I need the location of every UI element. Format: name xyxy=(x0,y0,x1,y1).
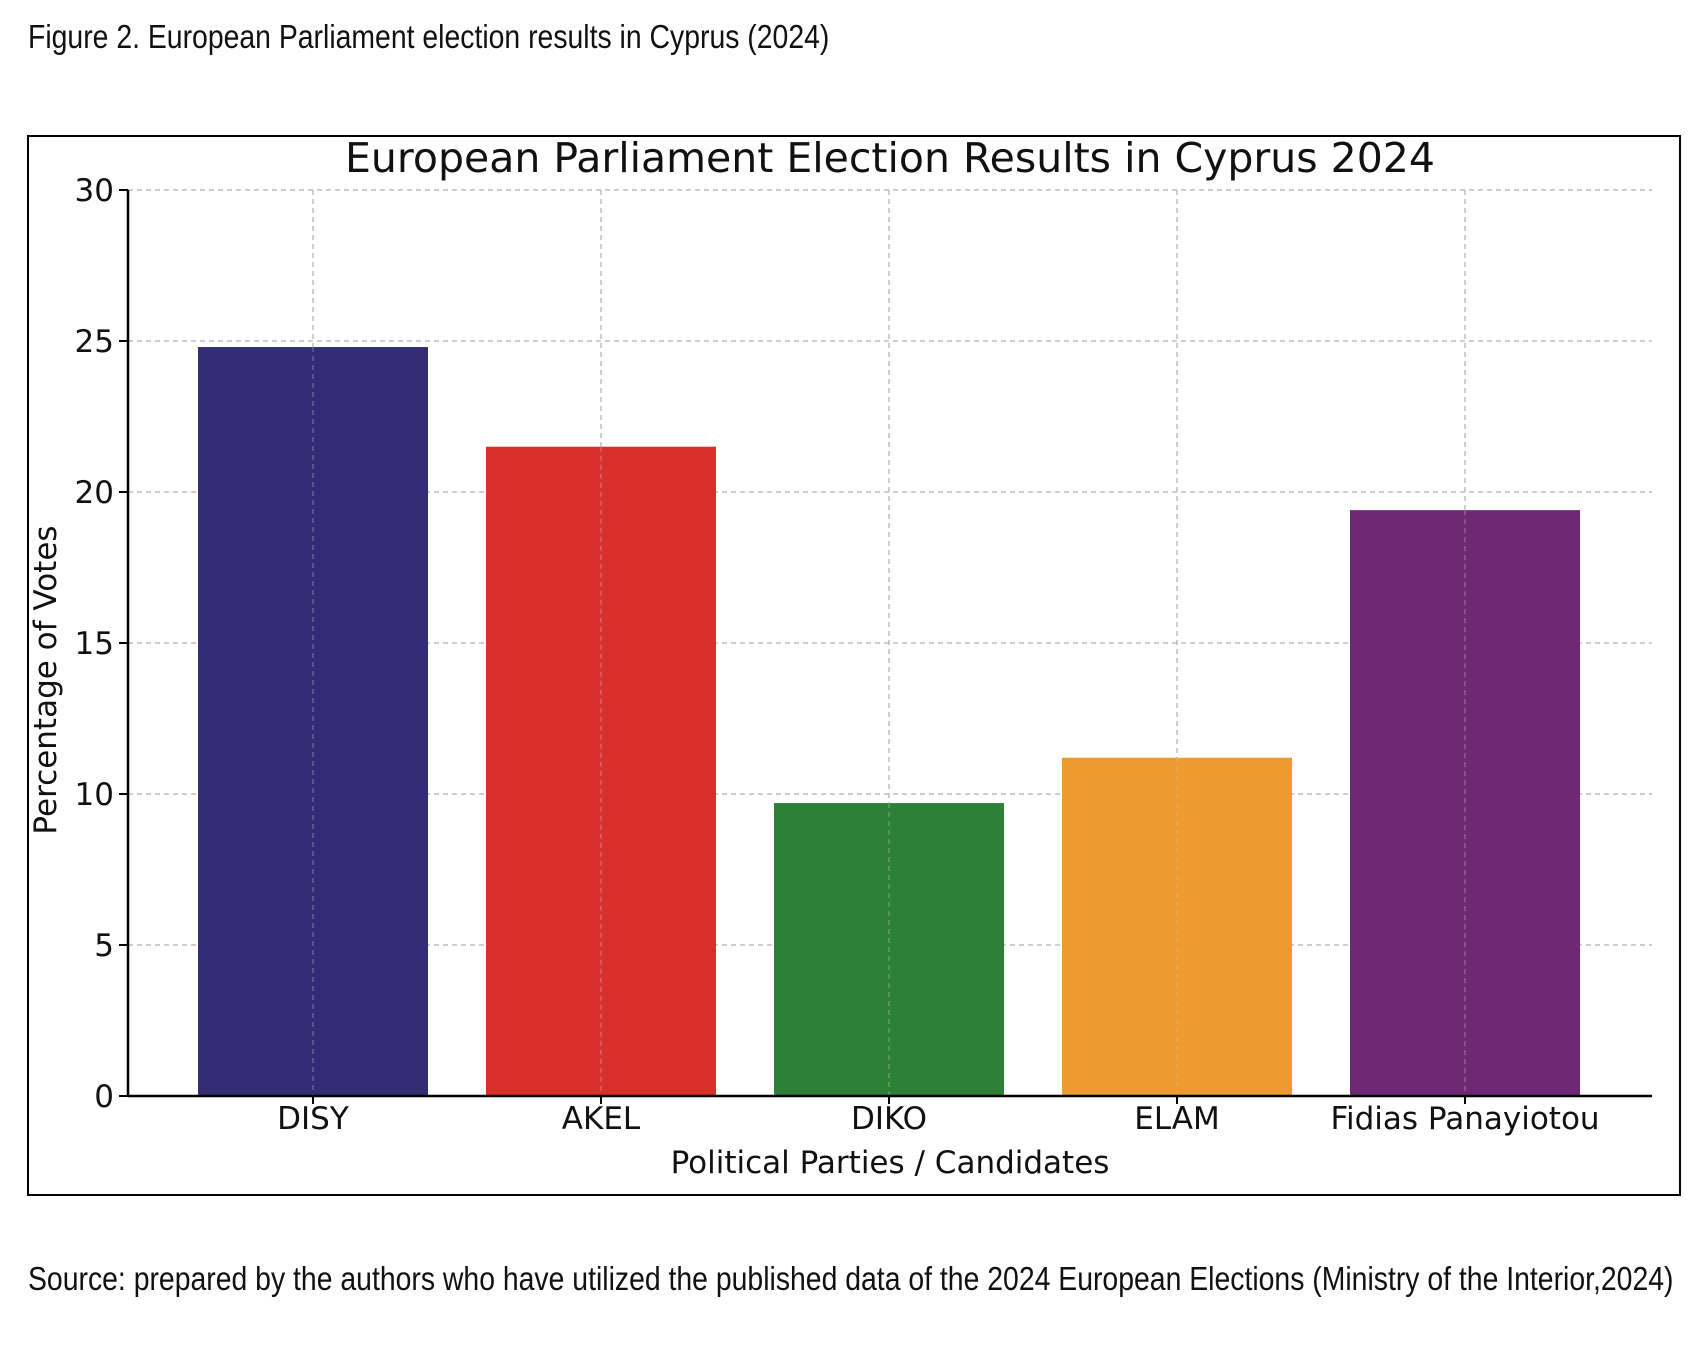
bar-elam xyxy=(1062,757,1292,1096)
bar-fidias-panayiotou xyxy=(1350,510,1580,1096)
source-note: Source: prepared by the authors who have… xyxy=(28,1260,1674,1297)
figure-caption: Figure 2. European Parliament election r… xyxy=(28,18,830,55)
axes: 0 5 10 15 20 25 30 DISY AKEL DIKO ELAM Fidias Panay… xyxy=(75,173,1652,1137)
y-tick-label: 30 xyxy=(75,173,114,209)
y-tick-label: 10 xyxy=(75,777,114,813)
x-axis-label: Political Parties / Candidates xyxy=(671,1145,1110,1181)
x-tick-label: DIKO xyxy=(851,1101,927,1137)
y-tick-label: 25 xyxy=(75,324,114,360)
bars xyxy=(198,347,1580,1096)
bar-disy xyxy=(198,347,428,1096)
y-axis-label: Percentage of Votes xyxy=(28,525,64,834)
chart-title: European Parliament Election Results in … xyxy=(345,134,1435,182)
y-tick-label: 0 xyxy=(94,1079,114,1115)
x-tick-label: ELAM xyxy=(1134,1101,1220,1137)
x-tick-label: Fidias Panayiotou xyxy=(1330,1101,1599,1137)
y-tick-label: 5 xyxy=(94,928,114,964)
chart-frame xyxy=(27,135,1681,1196)
y-tick-label: 15 xyxy=(75,626,114,662)
x-tick-label: DISY xyxy=(277,1101,349,1137)
bar-diko xyxy=(774,803,1004,1096)
y-tick-label: 20 xyxy=(75,475,114,511)
bar-akel xyxy=(486,446,716,1096)
x-tick-label: AKEL xyxy=(562,1101,641,1137)
